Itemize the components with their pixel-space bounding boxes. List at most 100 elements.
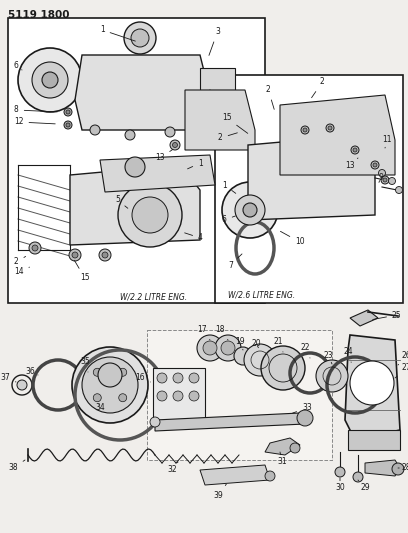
Polygon shape [248,135,375,220]
Circle shape [388,177,395,184]
Circle shape [125,157,145,177]
Circle shape [17,380,27,390]
Text: 35: 35 [80,358,90,372]
Text: 14: 14 [14,267,29,277]
Text: 6: 6 [222,215,235,224]
Polygon shape [185,90,255,150]
Text: 8: 8 [14,106,57,115]
Text: 24: 24 [343,348,353,362]
Circle shape [189,373,199,383]
Text: 22: 22 [300,343,310,358]
Text: 15: 15 [74,261,90,282]
Text: 36: 36 [25,367,38,376]
Circle shape [102,252,108,258]
Circle shape [173,373,183,383]
Polygon shape [155,413,305,431]
Circle shape [326,124,334,132]
Circle shape [265,471,275,481]
Circle shape [234,347,252,365]
Circle shape [335,467,345,477]
Text: 18: 18 [215,326,228,340]
Text: 3: 3 [209,28,220,55]
Circle shape [170,140,180,150]
Bar [215,75,403,303]
Circle shape [353,472,363,482]
Text: 4: 4 [185,233,203,243]
Circle shape [173,142,177,148]
Text: 1: 1 [100,26,135,41]
Circle shape [90,125,100,135]
Circle shape [72,252,78,258]
Text: 37: 37 [0,374,16,383]
Text: 20: 20 [251,340,261,349]
Circle shape [157,391,167,401]
Circle shape [93,368,101,376]
Circle shape [64,108,72,116]
Text: 7: 7 [228,254,242,270]
Text: 39: 39 [213,484,226,499]
Polygon shape [200,465,270,485]
Circle shape [69,249,81,261]
Text: 2: 2 [312,77,325,98]
Text: 6: 6 [14,61,22,70]
Text: 27: 27 [395,364,408,378]
Text: 28: 28 [398,464,408,472]
Text: 21: 21 [273,337,283,352]
Text: 25: 25 [373,311,401,319]
Circle shape [395,187,403,193]
Circle shape [261,346,305,390]
Text: W/2.6 LITRE ENG.: W/2.6 LITRE ENG. [228,290,295,299]
Text: 2: 2 [14,256,26,266]
Circle shape [64,121,72,129]
Polygon shape [345,335,400,440]
Circle shape [189,391,199,401]
Circle shape [197,335,223,361]
Circle shape [42,72,58,88]
Circle shape [222,182,278,238]
Text: 15: 15 [222,114,248,133]
Circle shape [131,29,149,47]
Text: 23: 23 [323,351,333,364]
Circle shape [99,249,111,261]
Text: 26: 26 [398,351,408,365]
Bar [147,330,332,460]
Text: 16: 16 [135,374,151,383]
Circle shape [392,463,404,475]
Polygon shape [75,55,210,130]
Text: 1: 1 [188,158,203,169]
Circle shape [165,127,175,137]
Circle shape [18,48,82,112]
Circle shape [290,443,300,453]
Circle shape [29,242,41,254]
Circle shape [119,394,127,402]
Bar [348,430,400,450]
Circle shape [353,148,357,152]
Circle shape [124,22,156,54]
Circle shape [328,126,332,130]
Text: 11: 11 [383,135,392,148]
Text: 12: 12 [14,117,55,126]
Circle shape [119,368,127,376]
Polygon shape [280,95,395,175]
Circle shape [301,126,309,134]
Circle shape [379,169,386,176]
Polygon shape [100,155,215,192]
Circle shape [371,161,379,169]
Text: 31: 31 [277,452,287,466]
Circle shape [297,410,313,426]
Circle shape [82,357,138,413]
Circle shape [32,245,38,251]
Circle shape [93,394,101,402]
Bar [8,18,265,303]
Circle shape [72,347,148,423]
Circle shape [66,110,70,114]
Circle shape [350,361,394,405]
Circle shape [303,128,307,132]
Text: 5: 5 [115,196,128,208]
Circle shape [244,344,276,376]
Bar [200,68,235,90]
Circle shape [203,341,217,355]
Circle shape [32,62,68,98]
Text: 34: 34 [95,403,105,413]
Circle shape [66,123,70,127]
